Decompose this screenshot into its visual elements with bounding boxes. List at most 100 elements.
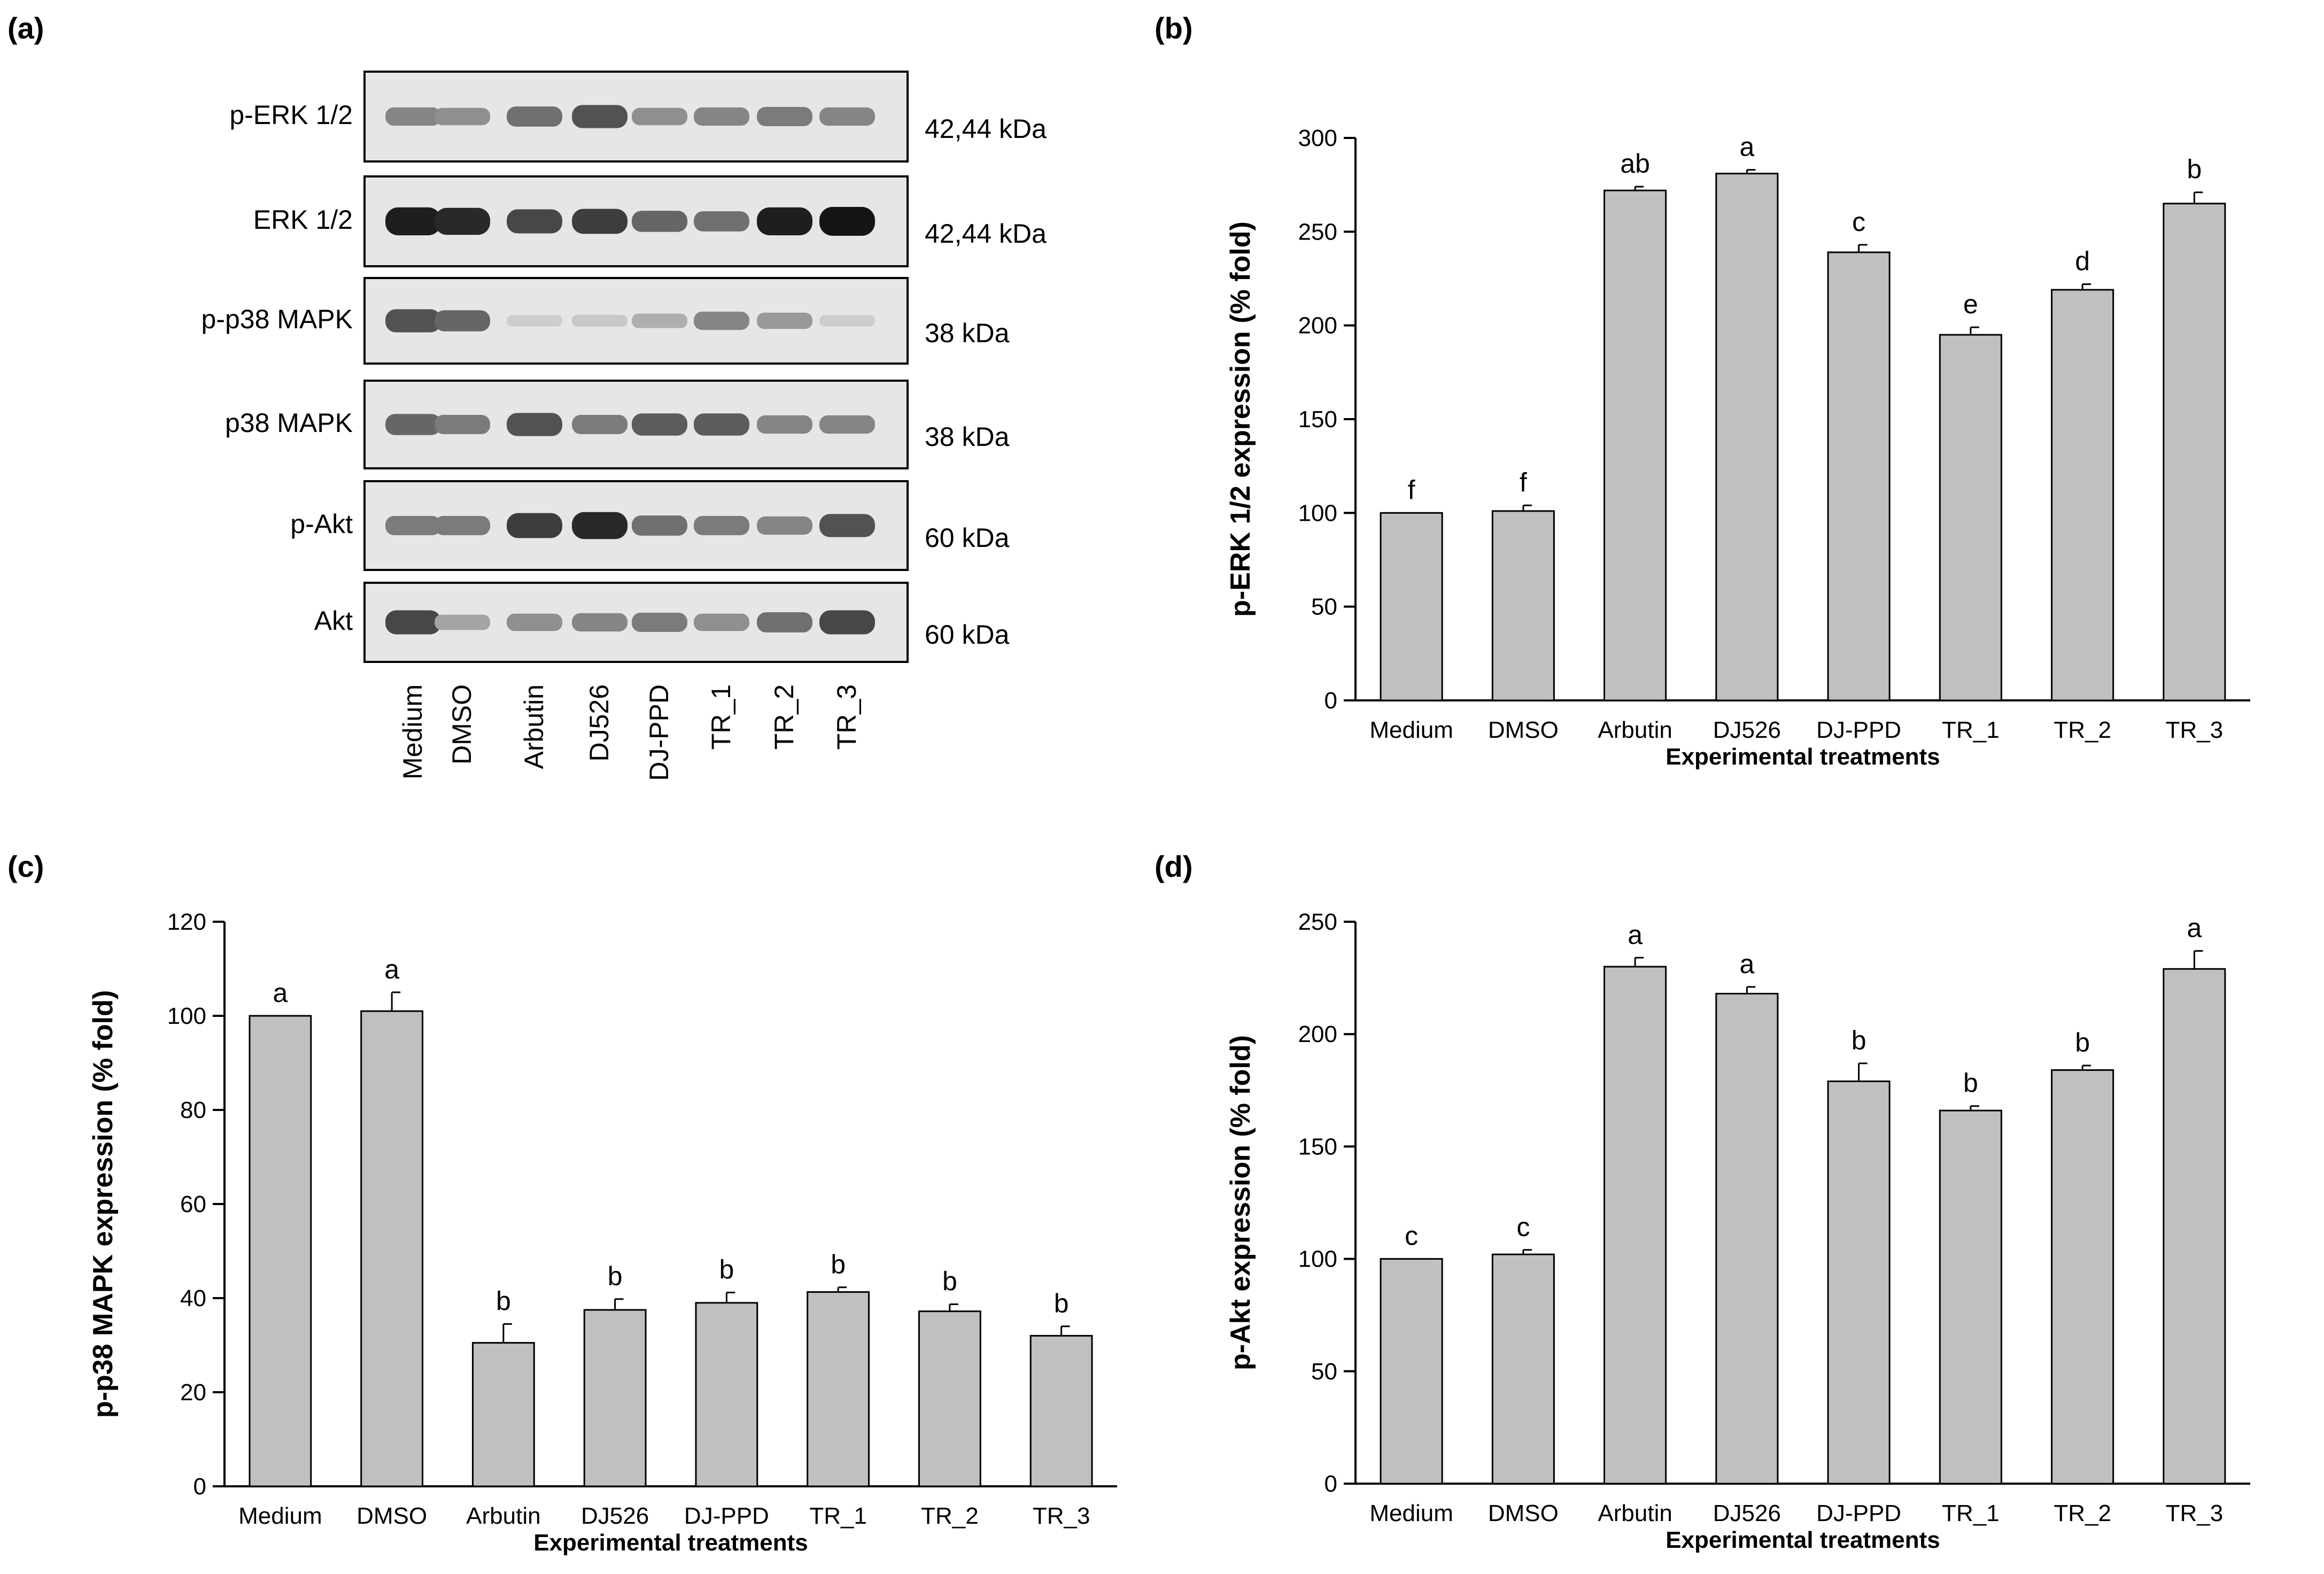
bar-dj526	[1715, 993, 1779, 1485]
blot-size-label: 38 kDa	[925, 318, 1010, 348]
x-tick-label: TR_3	[1033, 1503, 1090, 1529]
blot-protein-label: p-p38 MAPK	[202, 304, 353, 334]
blot-band	[435, 614, 490, 630]
y-tick-label: 100	[1298, 1246, 1337, 1272]
blot-band	[632, 613, 687, 632]
x-tick-label: TR_1	[1942, 717, 2000, 743]
blot-lane-label: TR_2	[769, 684, 799, 750]
significance-label: e	[1963, 289, 1978, 319]
blot-row-p-akt: p-Akt 60 kDa	[290, 480, 1010, 571]
blot-lane-label: DJ-PPD	[644, 684, 674, 781]
blot-protein-label: ERK 1/2	[253, 205, 353, 235]
blot-band	[572, 314, 628, 327]
y-tick-label: 100	[1298, 500, 1337, 526]
blot-band	[757, 107, 812, 126]
blot-band	[435, 310, 490, 331]
blot-band	[694, 413, 749, 436]
blot-band	[694, 107, 749, 126]
blot-band	[385, 516, 441, 535]
x-tick-label: DJ526	[1713, 717, 1781, 743]
blot-band	[572, 415, 628, 434]
x-tick-label: Medium	[1369, 717, 1453, 743]
significance-label: b	[608, 1261, 623, 1291]
bar-arbutin	[1603, 966, 1667, 1485]
x-axis-title: Experimental treatments	[1665, 744, 1940, 770]
x-tick-label: DJ-PPD	[1816, 717, 1901, 743]
chart-p-akt: 0 50 100 150 200 250 c Medium c DMSO a Arbutin a DJ52…	[1225, 909, 2250, 1553]
x-tick-label: DJ526	[581, 1503, 649, 1529]
y-tick-label: 150	[1298, 1133, 1337, 1160]
x-tick-label: DMSO	[357, 1503, 427, 1529]
blot-protein-label: p-Akt	[290, 509, 353, 539]
blot-band	[435, 415, 490, 434]
significance-label: f	[1520, 467, 1527, 497]
blot-band	[435, 107, 490, 126]
panel-label-a: (a)	[7, 11, 44, 45]
y-tick-label: 250	[1298, 219, 1337, 245]
x-tick-label: Medium	[1369, 1500, 1453, 1526]
y-tick-label: 80	[180, 1097, 206, 1123]
x-tick-label: DMSO	[1488, 1500, 1559, 1526]
bar-tr-1	[1939, 1109, 2002, 1485]
y-tick-label: 40	[180, 1285, 206, 1311]
x-tick-label: DJ526	[1713, 1500, 1781, 1526]
blot-band	[435, 207, 490, 235]
x-tick-label: Arbutin	[1598, 1500, 1672, 1526]
blot-lane-label: Arbutin	[519, 684, 549, 769]
blot-protein-label: p-ERK 1/2	[229, 100, 353, 130]
x-tick-label: TR_2	[2054, 717, 2111, 743]
blot-row-erk-1-2: ERK 1/2 42,44 kDa	[253, 175, 1047, 267]
bar-dj-ppd	[695, 1302, 758, 1487]
significance-label: f	[1408, 475, 1415, 505]
y-tick-label: 200	[1298, 313, 1337, 339]
blot-band	[694, 311, 749, 330]
bar-dmso	[360, 1010, 424, 1487]
blot-band	[757, 612, 812, 632]
y-tick-label: 150	[1298, 406, 1337, 433]
y-axis-title: p-p38 MAPK expression (% fold)	[88, 990, 119, 1418]
blot-band	[507, 613, 562, 631]
significance-label: c	[1516, 1212, 1530, 1242]
significance-label: a	[1628, 920, 1643, 950]
x-axis-title: Experimental treatments	[1665, 1527, 1940, 1553]
blot-lane-label: DJ526	[584, 684, 614, 762]
blot-protein-label: p38 MAPK	[225, 408, 353, 438]
x-tick-label: Arbutin	[1598, 717, 1672, 743]
y-tick-label: 120	[167, 909, 206, 935]
x-tick-label: Arbutin	[466, 1503, 540, 1529]
x-tick-label: Medium	[238, 1503, 322, 1529]
blot-band	[572, 209, 628, 234]
blot-band	[694, 211, 749, 232]
bar-arbutin	[1603, 189, 1667, 701]
blot-band	[385, 414, 441, 435]
blot-row-akt: Akt 60 kDa	[314, 582, 1010, 663]
blot-size-label: 38 kDa	[925, 422, 1010, 452]
x-tick-label: TR_1	[1942, 1500, 2000, 1526]
blot-size-label: 60 kDa	[925, 620, 1010, 650]
chart-p-erk: 050100150200250300fMediumfDMSOabArbutina…	[1225, 125, 2250, 770]
blot-band	[507, 106, 562, 127]
bar-dj526	[583, 1309, 647, 1487]
panel-label-d: (d)	[1155, 850, 1193, 883]
western-blot-panel: p-ERK 1/2 42,44 kDa ERK 1/2 42,44 kDa p-p38 …	[202, 71, 1047, 781]
x-tick-label: DJ-PPD	[684, 1503, 769, 1529]
blot-band	[572, 613, 628, 632]
bar-medium	[1380, 1258, 1443, 1485]
blot-band	[385, 207, 441, 236]
y-tick-label: 0	[1324, 688, 1337, 714]
blot-band	[757, 516, 812, 535]
bar-medium	[1380, 512, 1443, 701]
blot-size-label: 42,44 kDa	[925, 219, 1047, 249]
y-tick-label: 50	[1311, 594, 1337, 620]
y-tick-label: 0	[1324, 1471, 1337, 1497]
bar-dmso	[1491, 1253, 1555, 1485]
panel-label-b: (b)	[1155, 11, 1193, 45]
x-tick-label: TR_3	[2166, 717, 2224, 743]
blot-lane-label: TR_3	[832, 684, 862, 750]
blot-band	[435, 516, 490, 535]
blot-band	[757, 415, 812, 434]
blot-band	[819, 315, 875, 327]
significance-label: b	[2075, 1028, 2090, 1058]
bar-tr-2	[918, 1310, 981, 1487]
